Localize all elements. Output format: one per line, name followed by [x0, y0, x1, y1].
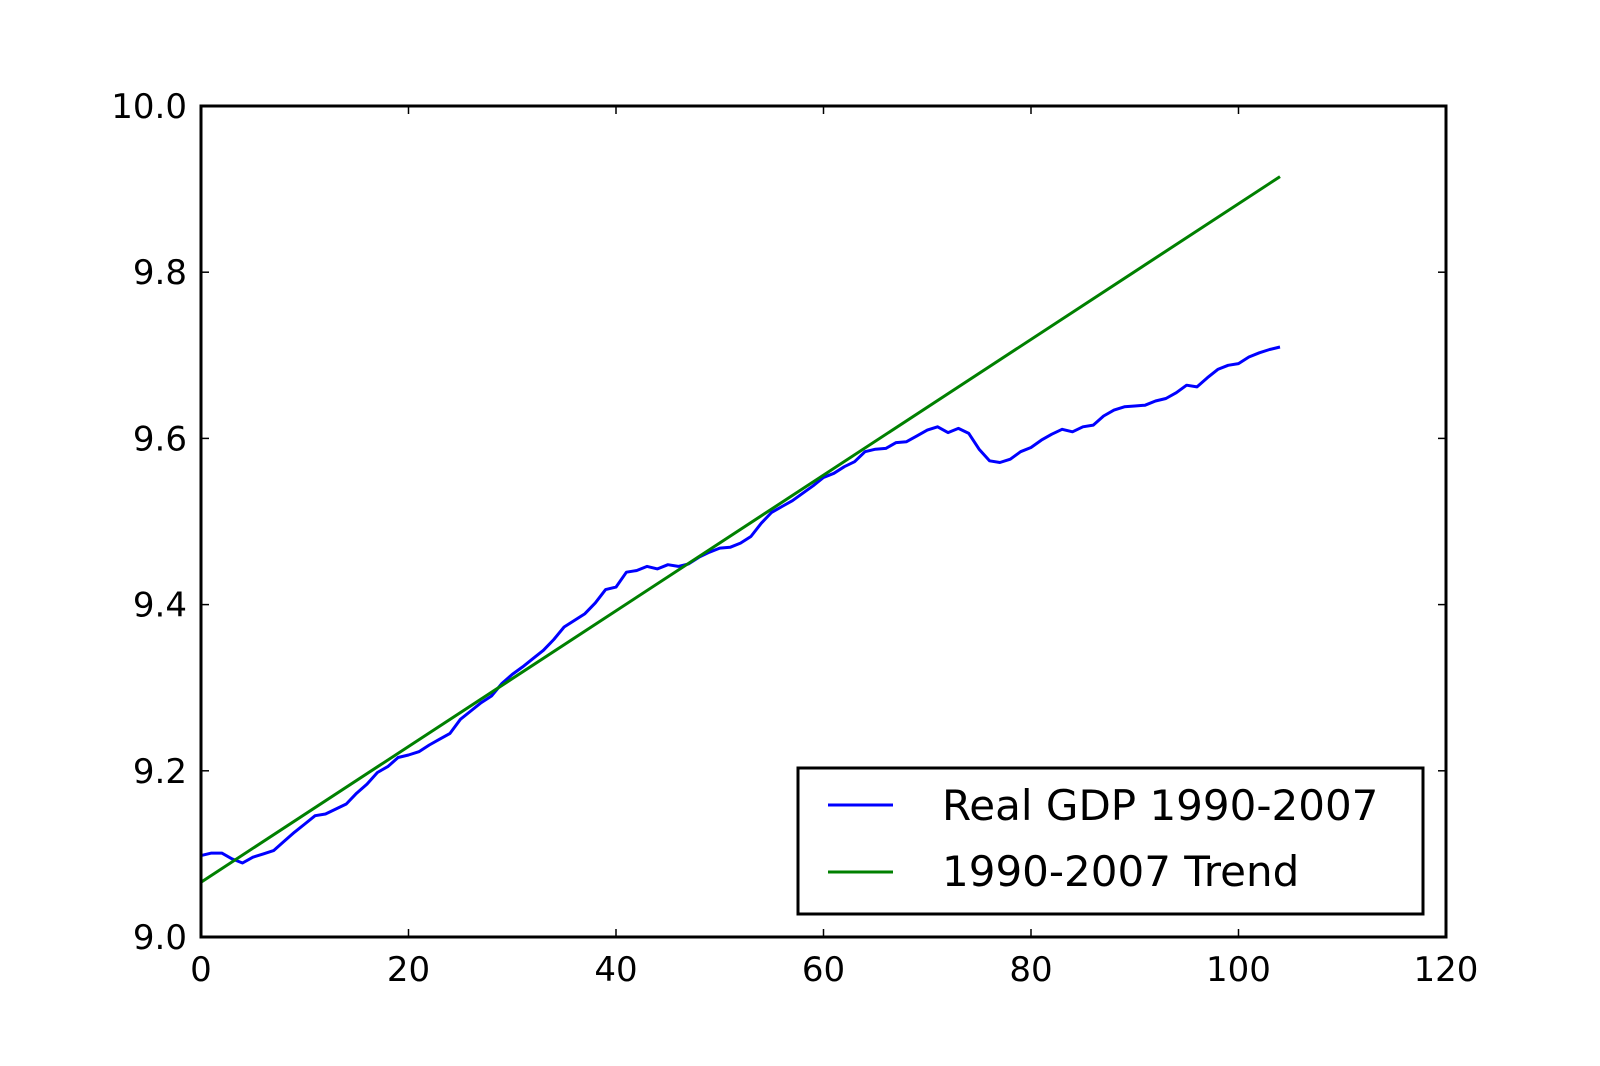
legend-label-trend: 1990-2007 Trend	[942, 847, 1299, 896]
x-tick-label: 0	[190, 950, 212, 990]
x-tick-label: 120	[1414, 950, 1479, 990]
y-tick-label: 10.0	[111, 87, 187, 127]
x-tick-label: 20	[387, 950, 430, 990]
y-tick-label: 9.8	[133, 253, 187, 293]
x-tick-label: 100	[1206, 950, 1271, 990]
x-tick-label: 40	[594, 950, 637, 990]
series-line-1	[200, 175, 1281, 884]
y-tick-label: 9.2	[133, 752, 187, 792]
y-tick-label: 9.4	[133, 586, 187, 626]
y-tick-label: 9.0	[133, 918, 187, 958]
legend-frame	[796, 766, 1425, 916]
series-line-0	[200, 345, 1281, 865]
series-layer	[200, 175, 1281, 884]
legend-label-real-gdp: Real GDP 1990-2007	[942, 781, 1378, 830]
y-tick-label: 9.6	[133, 419, 187, 459]
x-tick-label: 80	[1009, 950, 1052, 990]
tick-layer: 0 20 40 60 80 100 120 9.0 9.2 9.4 9.6 9.8 10.0	[111, 87, 1478, 990]
legend: Real GDP 1990-2007 1990-2007 Trend	[796, 766, 1425, 916]
x-tick-label: 60	[802, 950, 845, 990]
